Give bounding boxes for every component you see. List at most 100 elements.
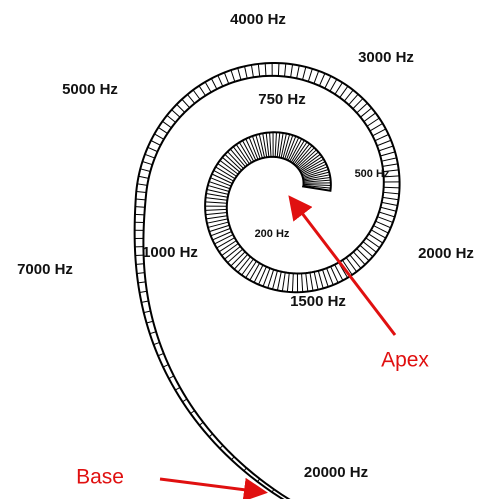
hatch — [352, 251, 366, 265]
hatch — [290, 140, 305, 163]
hatch — [229, 148, 246, 168]
hatch — [334, 264, 344, 281]
hatch — [324, 75, 332, 89]
hatch — [382, 163, 398, 167]
freq-label: 2000 Hz — [418, 245, 474, 262]
hatch — [290, 64, 294, 78]
hatch — [301, 163, 327, 176]
hatch — [255, 134, 263, 159]
hatch — [302, 166, 328, 177]
hatch — [376, 139, 392, 147]
hatch — [205, 201, 227, 204]
hatch — [181, 98, 190, 109]
hatch — [217, 75, 224, 87]
hatch — [227, 151, 244, 169]
hatch — [299, 156, 323, 172]
hatch — [330, 266, 339, 284]
hatch — [313, 271, 319, 290]
hatch — [168, 375, 175, 379]
hatch — [238, 142, 252, 163]
hatch — [230, 251, 246, 267]
hatch — [378, 145, 394, 152]
hatch — [258, 266, 267, 285]
hatch — [303, 183, 331, 187]
freq-label: 750 Hz — [258, 91, 306, 108]
hatch — [213, 169, 234, 182]
hatch — [313, 70, 320, 84]
hatch — [206, 218, 228, 224]
hatch — [137, 281, 146, 284]
hatch — [307, 68, 313, 82]
hatch — [141, 300, 149, 303]
hatch — [139, 290, 147, 293]
hatch — [305, 273, 309, 292]
freq-label: 3000 Hz — [358, 49, 414, 66]
hatch — [136, 272, 145, 274]
hatch — [378, 211, 395, 218]
hatch — [276, 271, 282, 291]
hatch — [301, 161, 326, 175]
hatch — [216, 237, 235, 249]
hatch — [190, 410, 195, 414]
hatch — [149, 331, 157, 335]
hatch — [303, 179, 331, 183]
hatch — [207, 221, 229, 228]
hatch — [370, 229, 386, 239]
hatch — [175, 386, 181, 391]
hatch — [366, 117, 380, 127]
hatch — [208, 181, 231, 190]
hatch — [218, 240, 237, 253]
hatch — [286, 272, 290, 292]
hatch — [309, 272, 314, 291]
hatch — [292, 141, 308, 164]
hatch — [219, 159, 239, 175]
hatch — [205, 212, 228, 216]
hatch — [146, 320, 154, 324]
hatch — [380, 151, 396, 157]
hatch — [352, 98, 364, 110]
hatch — [295, 147, 315, 167]
hatch — [286, 136, 297, 160]
hatch — [262, 268, 271, 287]
hatch — [210, 78, 218, 90]
hatch — [363, 112, 376, 123]
hatch — [138, 175, 149, 179]
hatch — [140, 168, 151, 172]
hatch — [356, 102, 368, 114]
cochlea-spiral — [133, 62, 401, 499]
freq-label: 1000 Hz — [142, 244, 198, 261]
hatch — [277, 63, 280, 77]
hatch — [303, 185, 331, 192]
hatch — [237, 256, 251, 273]
hatch — [365, 237, 380, 249]
hatch — [224, 245, 241, 260]
hatch — [303, 184, 331, 189]
hatch — [154, 133, 165, 140]
hatch — [147, 146, 158, 153]
hatch — [302, 168, 329, 178]
hatch — [278, 132, 284, 158]
hatch — [215, 166, 236, 180]
hatch — [296, 65, 300, 79]
hatch — [377, 216, 394, 223]
spiral-band — [133, 62, 401, 499]
hatch — [245, 138, 257, 161]
freq-label: 500 Hz — [355, 168, 390, 180]
hatch — [251, 135, 261, 159]
hatch — [265, 132, 270, 158]
hatch — [369, 123, 383, 132]
hatch — [298, 153, 321, 171]
hatch — [301, 273, 304, 293]
hatch — [235, 144, 250, 165]
hatch — [280, 133, 287, 159]
hatch — [221, 243, 239, 256]
hatch — [374, 134, 389, 142]
hatch — [207, 184, 230, 192]
hatch — [342, 259, 353, 276]
hatch — [289, 138, 303, 162]
hatch — [302, 66, 307, 80]
hatch — [232, 146, 248, 166]
hatch — [248, 137, 259, 160]
hatch — [210, 177, 232, 187]
